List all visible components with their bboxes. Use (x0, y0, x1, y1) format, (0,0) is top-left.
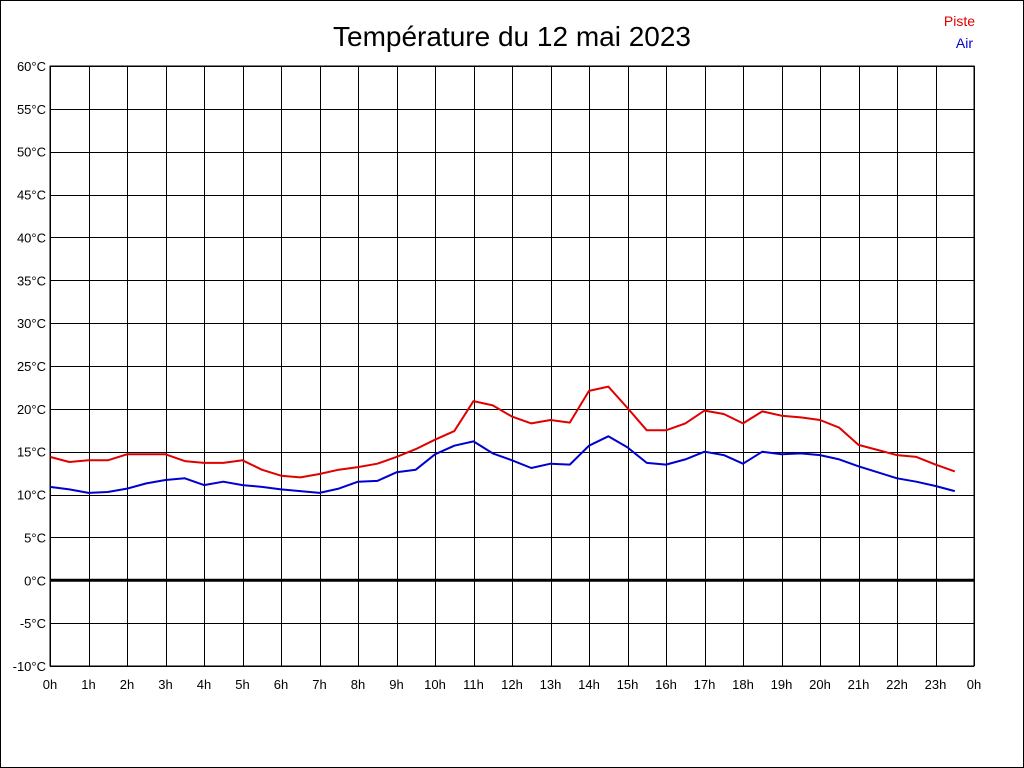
x-tick-label: 22h (886, 677, 908, 692)
y-tick-label: 55°C (17, 102, 46, 117)
x-tick-label: 11h (463, 677, 484, 692)
y-tick-label: 45°C (17, 188, 46, 203)
x-tick-label: 15h (617, 677, 639, 692)
x-tick-label: 0h (43, 677, 57, 692)
y-tick-label: 35°C (17, 273, 46, 288)
y-tick-label: 60°C (17, 59, 46, 74)
x-tick-label: 20h (809, 677, 831, 692)
legend: Piste Air (944, 13, 975, 51)
y-tick-label: 0°C (24, 573, 46, 588)
x-tick-label: 2h (120, 677, 134, 692)
x-tick-label: 5h (235, 677, 249, 692)
y-tick-label: -10°C (13, 659, 46, 674)
legend-entry-air: Air (956, 35, 973, 51)
x-tick-label: 8h (351, 677, 365, 692)
x-tick-label: 12h (501, 677, 523, 692)
y-tick-label: 5°C (24, 530, 46, 545)
x-tick-label: 0h (967, 677, 981, 692)
x-tick-label: 18h (732, 677, 754, 692)
x-tick-label: 10h (424, 677, 446, 692)
x-tick-label: 3h (158, 677, 172, 692)
series-line-air (49, 435, 956, 494)
y-tick-label: 15°C (17, 445, 46, 460)
x-tick-label: 9h (389, 677, 403, 692)
x-tick-label: 23h (925, 677, 947, 692)
legend-entry-piste: Piste (944, 13, 975, 29)
x-tick-label: 1h (81, 677, 95, 692)
y-tick-label: 30°C (17, 316, 46, 331)
y-tick-label: 50°C (17, 145, 46, 160)
y-tick-label: 25°C (17, 359, 46, 374)
y-tick-label: -5°C (20, 616, 46, 631)
x-tick-label: 6h (274, 677, 288, 692)
grid (50, 66, 975, 667)
x-tick-label: 21h (848, 677, 870, 692)
chart-title: Température du 12 mai 2023 (333, 21, 691, 52)
x-tick-label: 14h (578, 677, 600, 692)
x-tick-label: 17h (694, 677, 716, 692)
x-tick-label: 16h (655, 677, 677, 692)
x-tick-label: 19h (771, 677, 793, 692)
y-tick-label: 40°C (17, 230, 46, 245)
x-tick-label: 4h (197, 677, 211, 692)
x-tick-label: 13h (540, 677, 562, 692)
y-tick-label: 20°C (17, 402, 46, 417)
y-tick-label: 10°C (17, 488, 46, 503)
axis-tick-labels: -10°C -5°C 0°C 5°C 10°C 15°C 20°C 25°C 30°C 35°C 4… (13, 59, 982, 692)
series-line-piste (49, 385, 956, 479)
series-lines (49, 385, 956, 494)
plot-area-border (49, 65, 975, 667)
x-tick-label: 7h (312, 677, 326, 692)
